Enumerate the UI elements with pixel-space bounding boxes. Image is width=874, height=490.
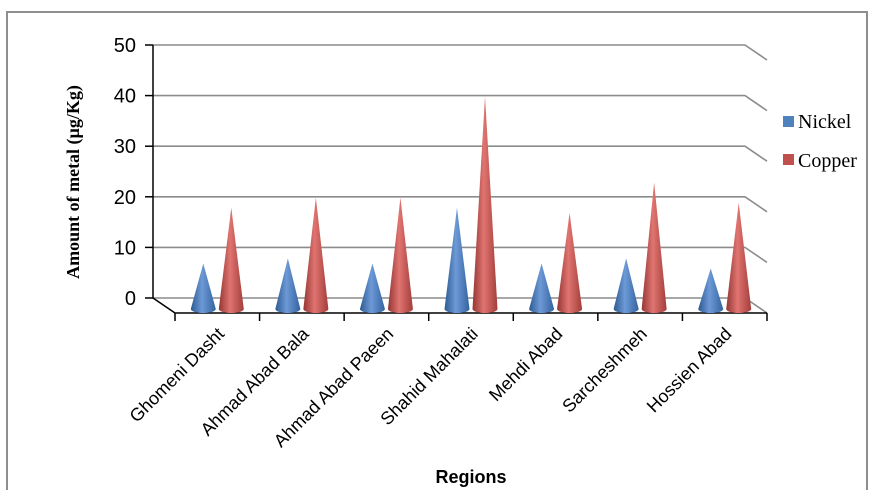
x-category-label: Hossien Abad	[643, 324, 736, 417]
cone-copper	[218, 207, 244, 313]
legend: Nickel Copper	[783, 111, 857, 172]
chart-frame	[6, 11, 868, 490]
gridline	[153, 196, 768, 213]
legend-label-nickel: Nickel	[798, 111, 852, 133]
gridline	[153, 44, 768, 61]
y-tick-label: 10	[114, 237, 136, 259]
y-tick-label: 30	[114, 136, 136, 158]
y-axis-title: Amount of metal (µg/Kg)	[63, 85, 84, 279]
x-category-label: Sarcheshmeh	[558, 324, 651, 417]
cone-copper	[641, 182, 667, 313]
cone-nickel	[613, 258, 639, 313]
cone-nickel	[359, 263, 385, 313]
legend-label-copper: Copper	[798, 150, 857, 172]
cone-nickel	[698, 268, 724, 313]
gridline	[153, 145, 768, 162]
cone-nickel	[190, 263, 216, 313]
x-category-label: Mehdi Abad	[485, 324, 566, 405]
cone-copper	[303, 197, 329, 313]
cone-nickel	[275, 258, 301, 313]
cone-marks	[190, 96, 752, 313]
x-axis-title: Regions	[435, 467, 506, 487]
y-axis-ticks: 0 10 20 30 40 50	[114, 35, 136, 310]
cone-nickel	[444, 207, 470, 313]
cone-copper	[726, 202, 752, 313]
y-tick-label: 40	[114, 86, 136, 108]
legend-swatch-nickel	[783, 116, 794, 127]
axes	[145, 44, 768, 321]
y-tick-label: 0	[125, 288, 136, 310]
legend-swatch-copper	[783, 154, 794, 165]
cone-copper	[472, 96, 498, 313]
y-tick-label: 50	[114, 35, 136, 57]
gridline	[153, 246, 768, 264]
cone-copper	[557, 212, 583, 313]
gridline	[153, 94, 768, 112]
y-tick-label: 20	[114, 187, 136, 209]
cone-copper	[387, 197, 413, 313]
cone-nickel	[529, 263, 555, 313]
